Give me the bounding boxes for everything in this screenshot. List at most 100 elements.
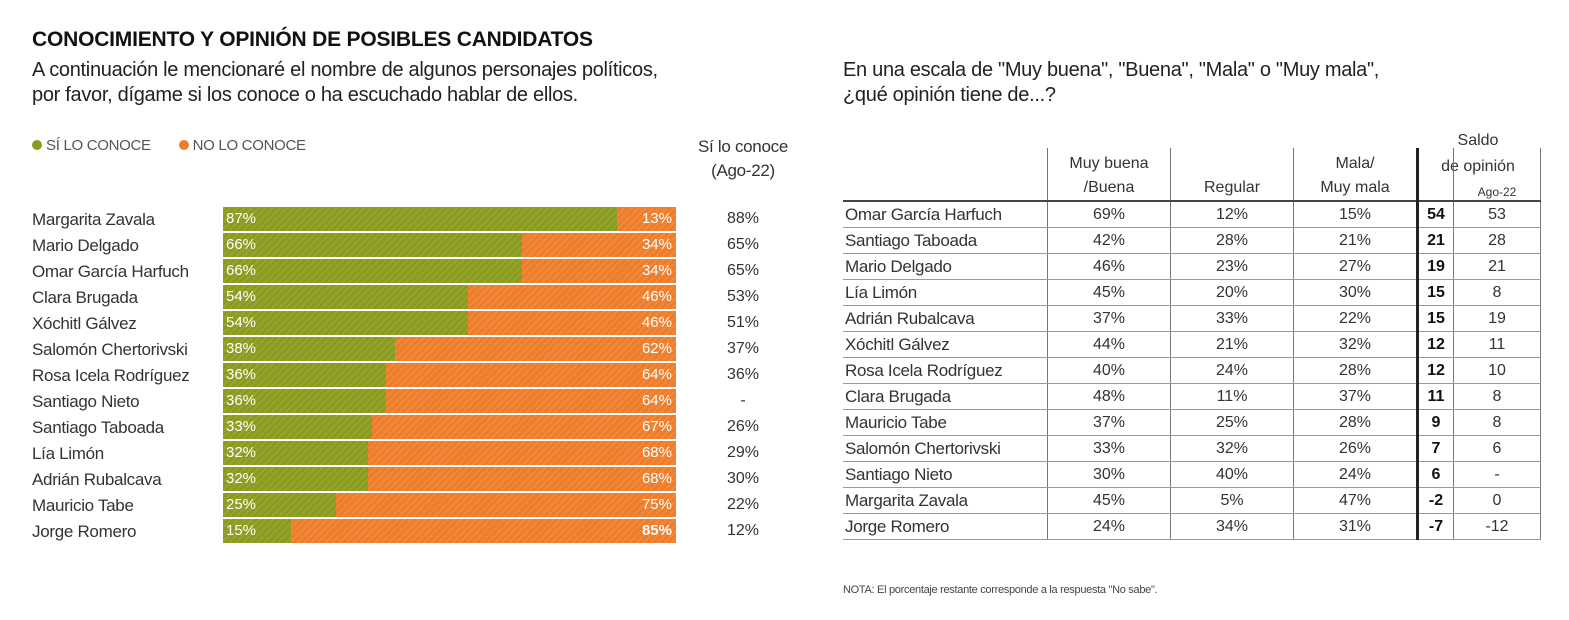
bar-segment-yes: 66% [223,233,522,257]
cell-saldo: 54 [1416,201,1454,228]
cell-regular: 34% [1170,513,1294,540]
bar-segment-no: 34% [521,259,676,283]
previous-value: 65% [726,236,760,253]
previous-value: 22% [726,496,760,513]
row-name: Omar García Harfuch [843,201,1048,228]
bar-value-label-yes: 25% [226,496,257,513]
cell-bad: 27% [1293,253,1418,280]
opinion-table: Muy buena/Buena Regular Mala/Muy mala Ag… [843,148,1541,540]
opinion-question-line2: ¿qué opinión tiene de...? [843,84,1056,106]
cell-bad: 24% [1293,461,1418,488]
bar-row: Santiago Nieto 36% 64% - [32,388,812,414]
bar-category-label: Mario Delgado [32,236,139,255]
bar-value-label-yes: 32% [226,444,257,461]
cell-ago: 19 [1453,305,1541,332]
bar-segment-no: 68% [367,467,676,491]
header-good-line1: Muy buena [1069,155,1149,172]
cell-saldo: -2 [1416,487,1454,514]
bar-value-label-no: 34% [641,262,672,279]
cell-regular: 24% [1170,357,1294,384]
row-name: Rosa Icela Rodríguez [843,357,1048,384]
stacked-bar: 36% 64% [223,389,676,413]
stacked-bar: 32% 68% [223,441,676,465]
header-bad-line2: Muy mala [1320,179,1390,196]
row-name: Clara Brugada [843,383,1048,410]
previous-value: 26% [726,418,760,435]
cell-saldo: 11 [1416,383,1454,410]
cell-good: 45% [1047,487,1171,514]
cell-ago: 8 [1453,279,1541,306]
knowledge-question: A continuación le mencionaré el nombre d… [32,58,658,108]
bar-row: Mario Delgado 66% 34% 65% [32,232,812,258]
cell-ago: 53 [1453,201,1541,228]
header-regular: Regular [1170,148,1294,202]
cell-good: 37% [1047,305,1171,332]
bar-category-label: Jorge Romero [32,522,137,541]
cell-bad: 32% [1293,331,1418,358]
row-name: Mauricio Tabe [843,409,1048,436]
cell-bad: 31% [1293,513,1418,540]
cell-saldo: 7 [1416,435,1454,462]
cell-saldo: 15 [1416,279,1454,306]
cell-ago: -12 [1453,513,1541,540]
row-name: Salomón Chertorivski [843,435,1048,462]
previous-value: 37% [726,340,760,357]
bar-segment-yes: 33% [223,415,373,439]
previous-column-header: Sí lo conoce (Ago-22) [682,135,804,183]
cell-regular: 20% [1170,279,1294,306]
cell-bad: 47% [1293,487,1418,514]
saldo-header-line1: Saldo [1457,132,1499,149]
chart-title: CONOCIMIENTO Y OPINIÓN DE POSIBLES CANDI… [32,28,593,51]
previous-header-line2: (Ago-22) [711,161,775,180]
bar-segment-yes: 54% [223,285,468,309]
previous-value: 29% [726,444,760,461]
bar-segment-yes: 38% [223,337,396,361]
cell-saldo: 21 [1416,227,1454,254]
stacked-bar: 54% 46% [223,311,676,335]
cell-good: 45% [1047,279,1171,306]
previous-value: 12% [726,522,760,539]
bar-segment-no: 64% [386,363,676,387]
stacked-bar: 66% 34% [223,233,676,257]
bar-category-label: Adrián Rubalcava [32,470,162,489]
bar-segment-yes: 36% [223,389,387,413]
footnote: NOTA: El porcentaje restante corresponde… [843,584,1158,596]
cell-ago: 28 [1453,227,1541,254]
row-name: Santiago Nieto [843,461,1048,488]
cell-ago: 0 [1453,487,1541,514]
bar-row: Adrián Rubalcava 32% 68% 30% [32,466,812,492]
bar-value-label-yes: 36% [226,392,257,409]
table-row: Omar García Harfuch 69% 12% 15% 54 53 [843,201,1541,228]
bar-value-label-no: 68% [641,470,672,487]
stacked-bar: 15% 85% [223,519,676,543]
legend: SÍ LO CONOCE NO LO CONOCE [32,137,330,154]
knowledge-question-line2: por favor, dígame si los conoce o ha esc… [32,84,578,106]
bar-segment-no: 68% [367,441,676,465]
bar-category-label: Santiago Nieto [32,392,140,411]
bar-row: Mauricio Tabe 25% 75% 22% [32,492,812,518]
cell-regular: 23% [1170,253,1294,280]
opinion-question: En una escala de "Muy buena", "Buena", "… [843,58,1379,108]
bar-category-label: Salomón Chertorivski [32,340,188,359]
table-row: Mario Delgado 46% 23% 27% 19 21 [843,253,1541,280]
table-row: Adrián Rubalcava 37% 33% 22% 15 19 [843,305,1541,332]
previous-value: 30% [726,470,760,487]
cell-good: 46% [1047,253,1171,280]
bar-segment-no: 34% [521,233,676,257]
cell-bad: 21% [1293,227,1418,254]
cell-bad: 37% [1293,383,1418,410]
bar-value-label-yes: 33% [226,418,257,435]
stacked-bar: 87% 13% [223,207,676,231]
bar-category-label: Santiago Taboada [32,418,164,437]
bar-row: Clara Brugada 54% 46% 53% [32,284,812,310]
bar-value-label-no: 34% [641,236,672,253]
cell-saldo: 12 [1416,357,1454,384]
bar-value-label-no: 75% [641,496,672,513]
bar-value-label-yes: 66% [226,236,257,253]
bar-segment-yes: 87% [223,207,618,231]
cell-regular: 11% [1170,383,1294,410]
cell-good: 33% [1047,435,1171,462]
bar-segment-yes: 25% [223,493,337,517]
opinion-question-line1: En una escala de "Muy buena", "Buena", "… [843,59,1380,81]
previous-value: 51% [726,314,760,331]
